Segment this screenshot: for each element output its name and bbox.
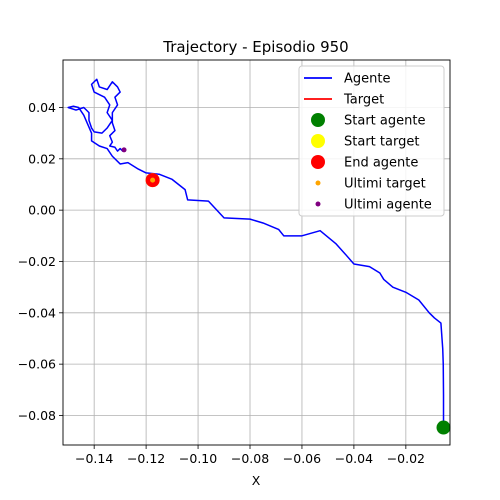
marker-ultimi-target	[150, 177, 156, 183]
legend-label: Ultimi agente	[344, 198, 432, 213]
x-axis-label: X	[252, 473, 261, 488]
y-tick-label: −0.08	[18, 408, 56, 423]
x-tick-label: −0.10	[179, 451, 217, 466]
grid	[63, 60, 450, 445]
legend-label: Target	[343, 93, 384, 108]
y-tick-label: −0.02	[18, 254, 56, 269]
legend-label: Ultimi target	[344, 177, 426, 192]
y-tick-label: 0.02	[28, 151, 56, 166]
y-tick-label: −0.06	[18, 357, 56, 372]
legend-box	[298, 65, 445, 217]
axis-ticks: −0.14 −0.12 −0.10 −0.08 −0.06 −0.04 −0.02 −0.08…	[18, 100, 425, 466]
legend-label: End agente	[344, 156, 418, 171]
x-tick-label: −0.08	[231, 451, 269, 466]
legend-swatch-marker	[311, 113, 325, 127]
legend-swatch-marker	[315, 180, 321, 186]
x-tick-label: −0.14	[75, 451, 113, 466]
legend-swatch-marker	[311, 155, 325, 169]
x-tick-label: −0.02	[387, 451, 425, 466]
legend-label: Start agente	[344, 114, 425, 129]
marker-ultimi-agente	[121, 147, 127, 153]
legend: Agente Target Start agente Start target End …	[298, 65, 445, 217]
x-tick-label: −0.06	[283, 451, 321, 466]
legend-swatch-marker	[315, 201, 321, 207]
y-tick-label: 0.04	[28, 100, 56, 115]
series-line-agente	[67, 78, 445, 428]
legend-entries: Agente Target Start agente Start target End …	[304, 72, 432, 213]
legend-label: Start target	[344, 135, 419, 150]
legend-label: Agente	[344, 72, 390, 87]
y-tick-label: 0.00	[28, 203, 56, 218]
x-tick-label: −0.04	[335, 451, 373, 466]
plot-area	[67, 78, 451, 435]
marker-start-agente	[436, 420, 451, 435]
y-tick-label: −0.04	[18, 305, 56, 320]
x-tick-label: −0.12	[127, 451, 165, 466]
legend-swatch-marker	[311, 134, 325, 148]
chart-title: Trajectory - Episodio 950	[162, 38, 348, 56]
axes-frame	[62, 59, 451, 446]
